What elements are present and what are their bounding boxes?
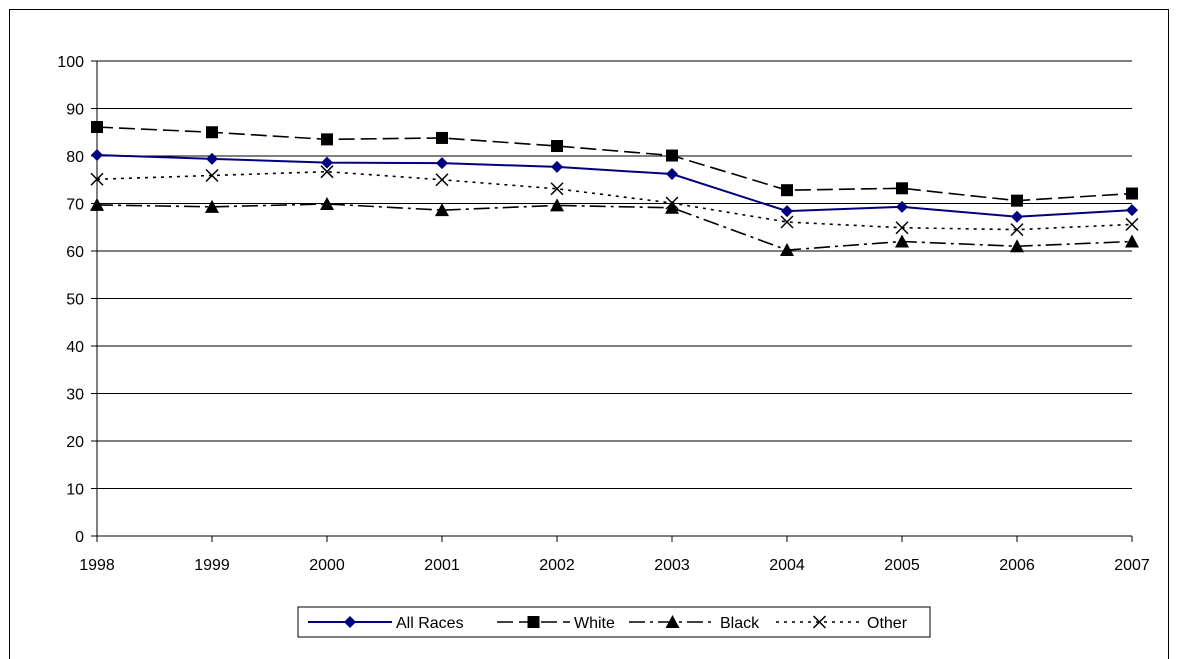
legend-item-white: White [497,615,615,632]
x-tick-label: 2003 [654,557,690,574]
point-all-races-2006 [1011,210,1023,223]
y-tick-label: 0 [75,529,84,546]
x-tick-label: 2007 [1114,557,1150,574]
legend-marker-all-races [344,616,356,628]
point-other-2005 [895,221,909,235]
point-other-2000 [320,165,334,179]
y-tick-label: 80 [66,149,84,166]
y-tick-labels: 0 10 20 30 40 50 60 70 80 90 100 [57,54,84,546]
gridlines [97,60,1132,489]
point-white-2001 [436,131,448,144]
point-other-2001 [435,173,449,187]
series-other [90,165,1139,237]
point-black-2004 [780,243,794,257]
point-other-2006 [1010,223,1024,237]
point-all-races-2001 [436,157,448,170]
point-white-2000 [321,133,333,146]
point-white-2006 [1011,194,1023,207]
x-tick-labels: 1998 1999 2000 2001 2002 2003 2004 2005 2006 2007 [79,557,1150,574]
chart-frame [9,9,1169,659]
x-tick-label: 1999 [194,557,230,574]
point-black-1998 [90,197,104,211]
point-white-1999 [206,126,218,139]
point-black-2007 [1125,234,1139,248]
point-all-races-1998 [91,149,103,162]
point-other-2002 [550,182,564,196]
point-white-1998 [91,121,103,134]
point-other-2003 [665,196,679,210]
point-other-2004 [780,215,794,229]
x-tick-label: 2006 [999,557,1035,574]
legend-item-other: Other [776,615,908,632]
series-line-white [96,126,1133,202]
legend-marker-black [665,615,680,628]
series-white [91,121,1138,207]
point-white-2004 [781,184,793,197]
y-tick-label: 90 [66,102,84,119]
legend-marker-white [527,616,540,628]
legend: All Races White Black Other [297,606,931,638]
legend-item-black: Black [629,615,760,632]
point-white-2003 [666,149,678,162]
point-all-races-2002 [551,160,563,173]
legend-label-white: White [574,615,615,632]
point-all-races-2005 [896,200,908,213]
legend-item-all-races: All Races [308,615,464,632]
x-tick-label: 2002 [539,557,575,574]
y-tick-label: 40 [66,339,84,356]
point-all-races-2000 [321,156,333,169]
point-black-2005 [895,234,909,248]
y-tick-label: 10 [66,482,84,499]
series-line-black [96,203,1133,251]
series-black [90,196,1139,257]
point-black-2006 [1010,239,1024,253]
point-black-2003 [665,200,679,214]
x-tick-label: 1998 [79,557,115,574]
point-white-2005 [896,182,908,195]
y-tick-label: 60 [66,244,84,261]
series-all-races [91,149,1138,223]
point-white-2002 [551,140,563,153]
legend-label-other: Other [867,615,908,632]
x-tick-label: 2000 [309,557,345,574]
legend-label-all-races: All Races [396,615,464,632]
y-tick-label: 30 [66,387,84,404]
point-other-1998 [90,172,104,186]
y-tick-label: 20 [66,434,84,451]
x-tick-label: 2001 [424,557,460,574]
legend-label-black: Black [720,615,760,632]
point-white-2007 [1126,187,1138,200]
y-tick-label: 70 [66,197,84,214]
point-all-races-1999 [206,152,218,165]
point-black-1999 [205,199,219,213]
point-black-2001 [435,203,449,217]
point-other-2007 [1125,217,1139,231]
point-all-races-2007 [1126,204,1138,217]
point-black-2000 [320,196,334,210]
point-black-2002 [550,198,564,212]
y-tick-label: 100 [57,54,84,71]
x-tick-label: 2005 [884,557,920,574]
y-tick-label: 50 [66,292,84,309]
series-group [90,121,1139,257]
series-line-all-races [96,154,1133,218]
point-all-races-2004 [781,205,793,218]
x-tick-label: 2004 [769,557,805,574]
point-other-1999 [205,168,219,183]
series-line-other [96,170,1133,231]
axes [91,60,1133,542]
point-all-races-2003 [666,168,678,181]
legend-marker-other [812,615,827,629]
